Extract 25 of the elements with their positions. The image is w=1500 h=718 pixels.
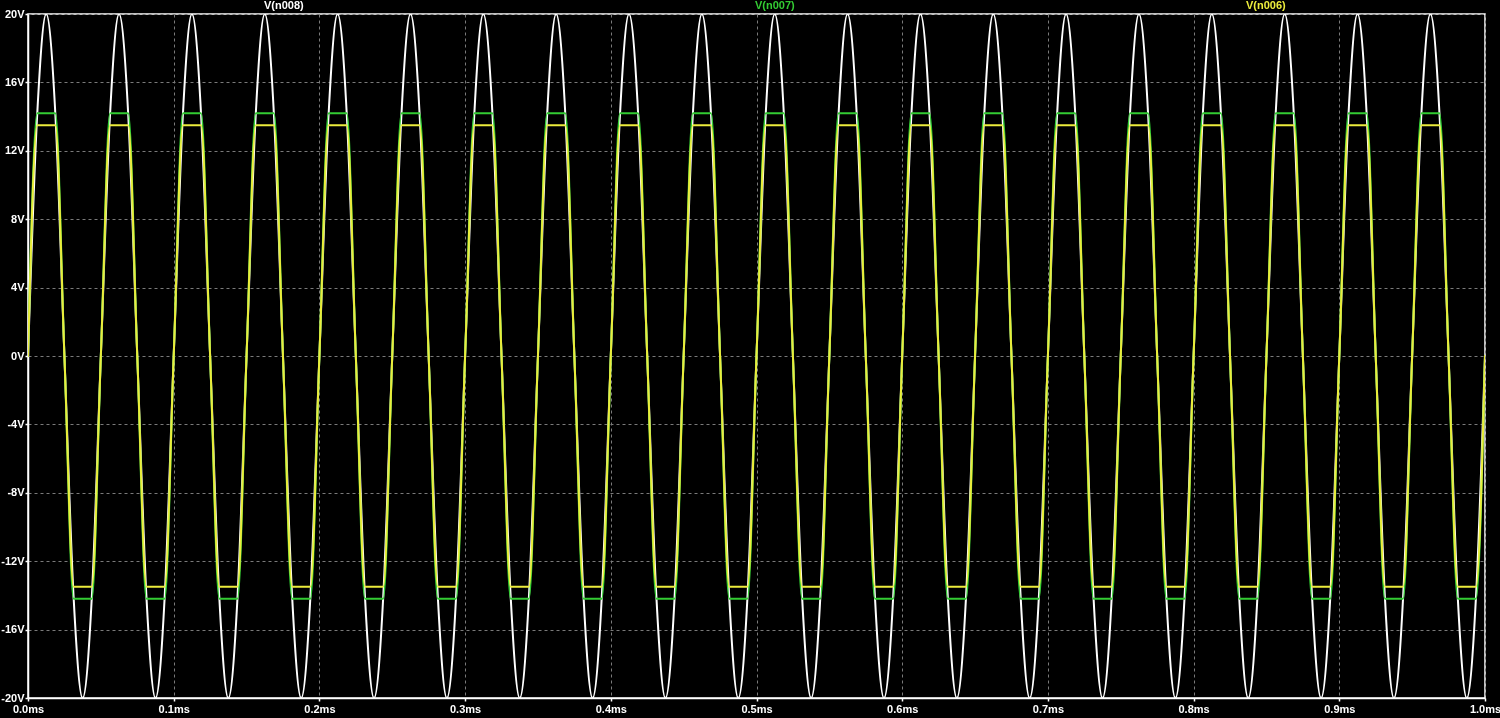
x-tick-label: 0.5ms [741, 702, 773, 715]
y-tick-label: -16V [1, 623, 26, 636]
y-tick-label: 20V [4, 7, 26, 20]
x-tick-label: 0.8ms [1178, 702, 1210, 715]
x-tick-label: 0.0ms [12, 702, 45, 715]
x-tick-label: 0.7ms [1032, 702, 1064, 715]
x-tick-label: 0.3ms [450, 702, 482, 715]
x-tick-label: 0.4ms [595, 702, 627, 715]
y-tick-label: -8V [7, 486, 26, 499]
y-tick-label: 4V [11, 281, 26, 294]
text: V(n006) [1246, 0, 1287, 11]
y-tick-label: 12V [4, 144, 26, 157]
y-tick-label: 8V [11, 212, 26, 225]
x-tick-label: 1.0ms [1469, 702, 1500, 715]
x-tick-label: 0.6ms [887, 702, 919, 715]
y-tick-label: -20V [1, 691, 26, 704]
y-tick-label: -4V [7, 417, 26, 430]
series-label: V(n008) [264, 0, 305, 11]
y-tick-label: -12V [1, 554, 26, 567]
text: V(n007) [755, 0, 796, 11]
x-tick-label: 0.9ms [1324, 702, 1356, 715]
y-tick-label: 0V [11, 349, 26, 362]
y-tick-label: 16V [4, 75, 26, 88]
x-tick-label: 0.2ms [304, 702, 336, 715]
x-tick-label: 0.1ms [158, 702, 190, 715]
